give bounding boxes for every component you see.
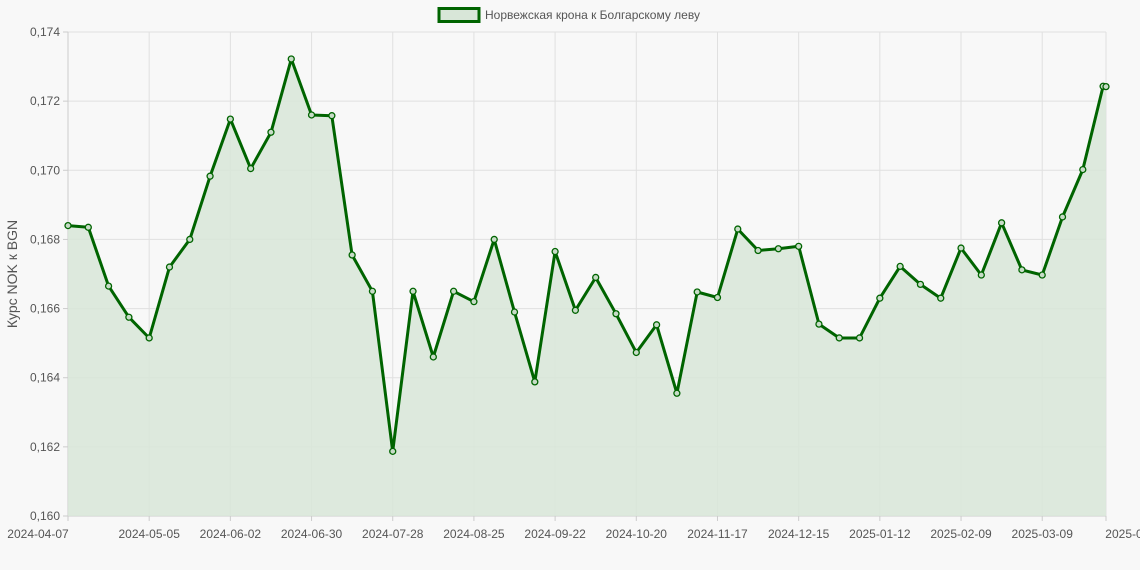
data-point[interactable]	[429, 353, 437, 361]
data-point[interactable]	[145, 334, 153, 342]
legend[interactable]: Норвежская крона к Болгарскому леву	[437, 7, 700, 23]
data-point[interactable]	[1038, 271, 1046, 279]
data-point[interactable]	[267, 128, 275, 136]
y-tick-label: 0,174	[30, 25, 60, 39]
data-point[interactable]	[815, 320, 823, 328]
x-tick-label: 2024-10-20	[606, 527, 668, 541]
x-tick-label: 2024-09-22	[524, 527, 586, 541]
x-tick-label: 2024-08-25	[443, 527, 505, 541]
series-area	[68, 59, 1106, 516]
x-tick-label: 2025-01-12	[849, 527, 911, 541]
data-point[interactable]	[328, 112, 336, 120]
y-tick-label: 0,168	[30, 232, 60, 246]
y-axis: 0,160 0,162 0,164 0,166 0,168 0,170 0,172 0,174	[30, 25, 68, 523]
data-point[interactable]	[835, 334, 843, 342]
data-point[interactable]	[632, 348, 640, 357]
data-point[interactable]	[368, 287, 377, 295]
legend-label: Норвежская крона к Болгарскому леву	[485, 8, 700, 22]
legend-swatch	[437, 7, 481, 23]
data-point[interactable]	[754, 246, 762, 255]
data-point[interactable]	[84, 223, 92, 231]
data-point[interactable]	[409, 287, 417, 295]
data-point[interactable]	[470, 298, 478, 306]
x-tick-label: 2024-12-15	[768, 527, 830, 541]
data-point[interactable]	[997, 219, 1006, 227]
data-point[interactable]	[551, 247, 559, 256]
data-point[interactable]	[734, 225, 742, 233]
data-point[interactable]	[165, 263, 174, 271]
data-point[interactable]	[937, 294, 945, 302]
y-tick-label: 0,160	[30, 509, 60, 523]
data-point[interactable]	[774, 245, 783, 253]
data-point[interactable]	[612, 310, 620, 318]
x-tick-label: 2025-03-31	[1105, 527, 1140, 541]
data-point[interactable]	[795, 242, 803, 250]
data-point[interactable]	[206, 172, 214, 180]
y-tick-label: 0,166	[30, 302, 60, 316]
x-tick-label: 2024-04-07	[7, 527, 69, 541]
data-point[interactable]	[226, 115, 235, 123]
data-point[interactable]	[1058, 213, 1067, 221]
y-axis-title: Курс NOK к BGN	[4, 220, 20, 328]
x-tick-label: 2024-06-02	[200, 527, 262, 541]
data-point[interactable]	[592, 273, 600, 282]
x-tick-label: 2025-03-09	[1012, 527, 1074, 541]
y-tick-label: 0,172	[30, 94, 60, 108]
data-points	[64, 55, 1110, 456]
data-point[interactable]	[713, 293, 722, 302]
data-point[interactable]	[1102, 82, 1110, 91]
data-point[interactable]	[348, 251, 356, 259]
data-point[interactable]	[186, 235, 194, 244]
data-point[interactable]	[1079, 165, 1087, 174]
x-tick-label: 2024-06-30	[281, 527, 343, 541]
data-point[interactable]	[1018, 266, 1026, 274]
x-tick-label: 2024-11-17	[687, 527, 748, 541]
data-point[interactable]	[510, 308, 519, 316]
data-point[interactable]	[673, 389, 681, 397]
data-point[interactable]	[389, 447, 397, 456]
data-point[interactable]	[876, 294, 884, 302]
data-point[interactable]	[125, 313, 133, 321]
data-point[interactable]	[571, 306, 580, 314]
y-tick-label: 0,164	[30, 371, 60, 385]
x-tick-label: 2025-02-09	[930, 527, 992, 541]
data-point[interactable]	[855, 334, 864, 342]
x-axis: 2024-04-07 2024-05-05 2024-06-02 2024-06-30…	[7, 516, 1140, 541]
data-point[interactable]	[449, 287, 458, 295]
data-point[interactable]	[490, 235, 498, 244]
x-tick-label: 2024-05-05	[118, 527, 180, 541]
x-tick-label: 2024-07-28	[362, 527, 424, 541]
y-tick-label: 0,170	[30, 163, 60, 177]
data-point[interactable]	[977, 271, 985, 279]
data-point[interactable]	[531, 378, 539, 386]
data-point[interactable]	[652, 321, 661, 329]
data-point[interactable]	[693, 288, 701, 296]
data-point[interactable]	[957, 244, 965, 252]
data-point[interactable]	[104, 282, 113, 290]
data-point[interactable]	[896, 262, 904, 271]
y-tick-label: 0,162	[30, 440, 60, 454]
data-point[interactable]	[307, 111, 316, 119]
data-point[interactable]	[64, 221, 72, 230]
data-point[interactable]	[247, 164, 255, 173]
data-point[interactable]	[916, 280, 925, 289]
data-point[interactable]	[287, 55, 295, 63]
